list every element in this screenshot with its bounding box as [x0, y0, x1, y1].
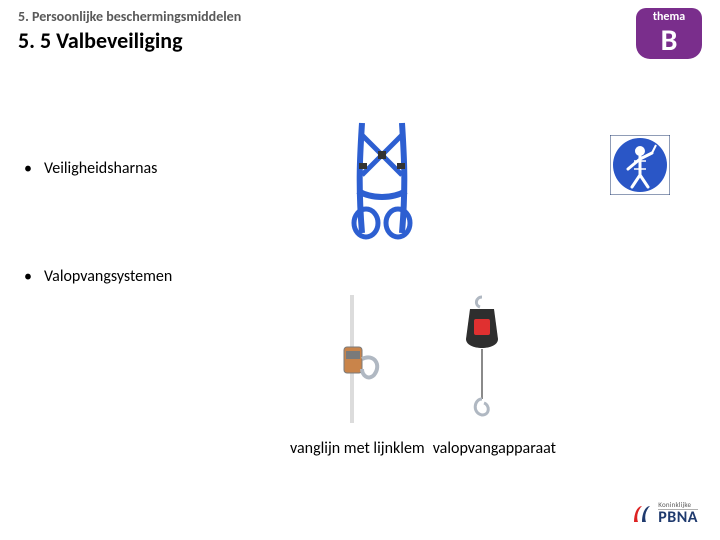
logo-title: PBNA [658, 511, 698, 525]
harness-illustration [332, 115, 432, 243]
thema-letter: B [636, 25, 702, 59]
bullet-item-harness: • Veiligheidsharnas [24, 159, 157, 178]
bullet-dot-icon: • [24, 159, 32, 178]
bullet-item-fallarrest: • Valopvangsystemen [24, 267, 172, 286]
retractable-illustration [454, 295, 510, 421]
bullet-text: Veiligheidsharnas [44, 159, 157, 178]
section-title: 5. 5 Valbeveiliging [18, 27, 636, 54]
caption-retractable: valopvangapparaat [433, 439, 556, 458]
caption-ropegrab: vanglijn met lijnklem [290, 439, 425, 458]
mandatory-harness-sign-icon [610, 135, 670, 195]
ropegrab-illustration [332, 295, 392, 423]
thema-badge: thema B [636, 8, 702, 59]
caption-row: vanglijn met lijnklem valopvangapparaat [290, 439, 556, 458]
pbna-logo-mark-icon [630, 502, 654, 526]
bullet-dot-icon: • [24, 267, 32, 286]
chapter-title: 5. Persoonlijke beschermingsmiddelen [18, 8, 636, 25]
pbna-logo: Koninklijke PBNA [630, 502, 698, 526]
bullet-text: Valopvangsystemen [44, 267, 172, 286]
